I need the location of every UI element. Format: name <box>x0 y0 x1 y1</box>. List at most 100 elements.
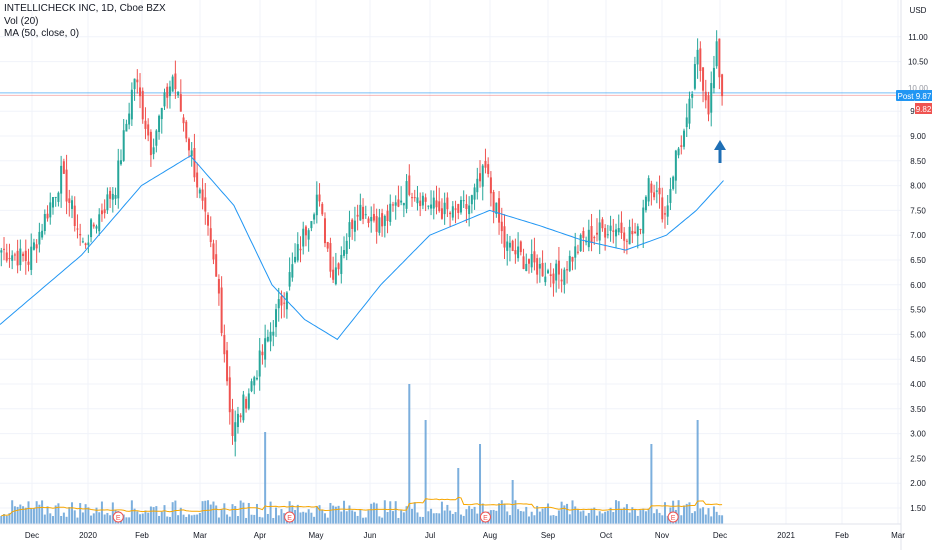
candle-body <box>81 241 84 243</box>
candle-body <box>454 208 457 210</box>
volume-bar <box>389 501 392 524</box>
candle-body <box>231 409 234 436</box>
candle-body <box>185 121 188 139</box>
earnings-marker-label[interactable]: E <box>116 515 121 522</box>
volume-bar <box>538 511 541 524</box>
volume-bar <box>593 507 596 524</box>
volume-bar <box>16 506 19 524</box>
volume-bar <box>98 512 101 524</box>
currency-label: USD <box>910 6 927 15</box>
candle-body <box>427 205 430 207</box>
candle-body <box>397 199 400 207</box>
candle-body <box>419 200 422 207</box>
candle-body <box>416 197 419 204</box>
volume-bar <box>51 516 54 524</box>
candle-body <box>130 89 133 120</box>
volume-ma-line <box>1 496 723 517</box>
candle-body <box>255 377 258 380</box>
volume-bar <box>41 500 44 524</box>
earnings-marker-label[interactable]: E <box>483 515 488 522</box>
candle-body <box>517 246 520 259</box>
time-tick-label: Dec <box>713 531 727 540</box>
candle-body <box>30 246 33 270</box>
candle-body <box>54 196 57 198</box>
price-tick-label: 6.50 <box>910 256 926 265</box>
candle-body <box>226 350 229 382</box>
candle-body <box>250 381 253 392</box>
candle-body <box>353 220 356 232</box>
earnings-marker-label[interactable]: E <box>671 515 676 522</box>
candle-body <box>514 250 517 255</box>
volume-bar <box>644 511 647 524</box>
volume-bar <box>508 515 511 524</box>
candle-body <box>617 228 620 233</box>
price-tick-label: 3.50 <box>910 405 926 414</box>
candle-body <box>370 216 373 222</box>
candle-body <box>432 197 435 209</box>
candle-body <box>196 172 199 188</box>
volume-bar <box>604 511 607 524</box>
candle-body <box>313 214 316 220</box>
volume-bar <box>100 501 103 524</box>
price-tick-label: 4.50 <box>910 355 926 364</box>
volume-bar <box>440 501 443 524</box>
candle-body <box>133 78 136 90</box>
volume-bar <box>65 516 68 524</box>
earnings-marker-label[interactable]: E <box>287 515 292 522</box>
volume-bar <box>144 510 147 524</box>
candle-body <box>114 194 117 199</box>
volume-bar <box>207 500 210 524</box>
volume-bar <box>13 506 16 524</box>
volume-bar <box>655 509 658 524</box>
price-axis-top-label: 10.00 <box>908 84 929 93</box>
candle-body <box>704 91 707 101</box>
candlesticks <box>0 30 724 457</box>
ma-indicator-label: MA (50, close, 0) <box>4 28 80 39</box>
candle-body <box>500 221 503 232</box>
volume-bar <box>204 500 207 524</box>
volume-bar <box>111 502 114 524</box>
candle-body <box>506 241 509 251</box>
volume-bar <box>43 514 46 524</box>
volume-bar <box>378 516 381 524</box>
volume-bar <box>49 513 52 524</box>
candle-body <box>76 228 79 230</box>
volume-bar <box>683 505 686 524</box>
time-tick-label: Oct <box>600 531 613 540</box>
candle-body <box>236 413 239 428</box>
volume-bar <box>163 505 166 524</box>
candle-body <box>269 331 272 342</box>
volume-bar <box>239 500 242 524</box>
time-tick-label: Feb <box>135 531 149 540</box>
time-axis: Dec 2020 Feb Mar Apr May Jun Jul Aug Sep Oct Nov Dec… <box>25 531 905 540</box>
volume-bar <box>92 513 95 524</box>
chart-grid <box>0 0 901 524</box>
candle-body <box>128 113 131 125</box>
volume-bar <box>359 510 362 524</box>
candle-body <box>11 255 14 261</box>
time-tick-label: Nov <box>655 531 669 540</box>
candle-body <box>625 240 628 242</box>
candle-body <box>234 422 237 442</box>
volume-bar <box>386 512 389 524</box>
volume-bar <box>68 507 71 524</box>
volume-bar <box>304 512 307 524</box>
candle-body <box>547 270 550 274</box>
earnings-marker-circle <box>479 511 491 523</box>
volume-bar <box>24 507 27 524</box>
price-tick-label: 11.00 <box>908 33 928 42</box>
volume-bar <box>533 515 536 524</box>
volume-bar <box>421 516 424 524</box>
volume-bar <box>299 512 302 524</box>
candle-body <box>595 232 598 235</box>
volume-bar <box>337 505 340 524</box>
volume-bar <box>242 502 245 524</box>
candle-body <box>217 278 220 294</box>
volume-bar <box>375 503 378 524</box>
candle-body <box>152 147 155 155</box>
candle-body <box>87 242 90 246</box>
price-tick-label: 3.00 <box>910 430 926 439</box>
candle-body <box>560 279 563 282</box>
volume-bar <box>511 480 514 524</box>
